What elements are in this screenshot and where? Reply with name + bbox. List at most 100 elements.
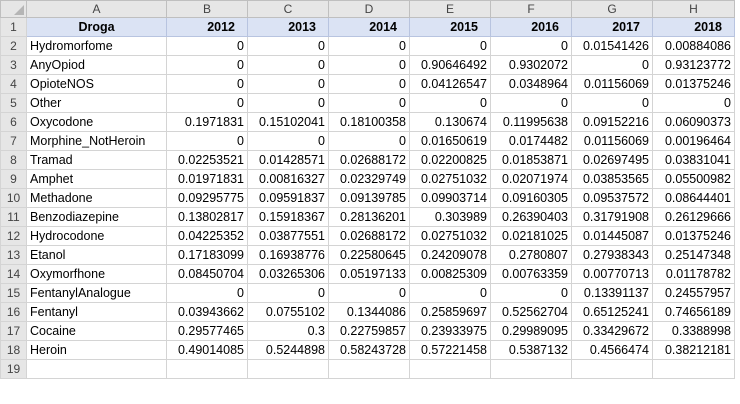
value-cell[interactable]: 0 <box>166 74 248 94</box>
value-cell[interactable]: 0 <box>247 131 329 151</box>
value-cell[interactable]: 0 <box>166 55 248 75</box>
header-cell-year[interactable]: 2013 <box>247 17 329 37</box>
value-cell[interactable]: 0.00884086 <box>652 36 735 56</box>
value-cell[interactable]: 0.00763359 <box>490 264 572 284</box>
value-cell[interactable]: 0.05197133 <box>328 264 410 284</box>
row-number[interactable]: 13 <box>0 245 27 265</box>
value-cell[interactable]: 0.15918367 <box>247 207 329 227</box>
value-cell[interactable]: 0 <box>328 36 410 56</box>
row-number[interactable]: 11 <box>0 207 27 227</box>
row-number[interactable]: 16 <box>0 302 27 322</box>
value-cell[interactable]: 0.01178782 <box>652 264 735 284</box>
value-cell[interactable]: 0.09903714 <box>409 188 491 208</box>
value-cell[interactable]: 0 <box>409 36 491 56</box>
value-cell[interactable]: 0.13391137 <box>571 283 653 303</box>
drug-name-cell[interactable]: Hydrocodone <box>26 226 167 246</box>
row-number[interactable]: 14 <box>0 264 27 284</box>
value-cell[interactable]: 0.01156069 <box>571 131 653 151</box>
value-cell[interactable]: 0.93123772 <box>652 55 735 75</box>
value-cell[interactable]: 0 <box>328 74 410 94</box>
header-cell-year[interactable]: 2018 <box>652 17 735 37</box>
value-cell[interactable]: 0.09160305 <box>490 188 572 208</box>
value-cell[interactable]: 0.22580645 <box>328 245 410 265</box>
value-cell[interactable]: 0.1344086 <box>328 302 410 322</box>
empty-cell[interactable] <box>166 359 248 379</box>
drug-name-cell[interactable]: Benzodiazepine <box>26 207 167 227</box>
value-cell[interactable]: 0 <box>166 93 248 113</box>
row-number[interactable]: 18 <box>0 340 27 360</box>
value-cell[interactable]: 0 <box>652 93 735 113</box>
value-cell[interactable]: 0 <box>571 55 653 75</box>
value-cell[interactable]: 0.31791908 <box>571 207 653 227</box>
value-cell[interactable]: 0.15102041 <box>247 112 329 132</box>
drug-name-cell[interactable]: Heroin <box>26 340 167 360</box>
row-number[interactable]: 12 <box>0 226 27 246</box>
value-cell[interactable]: 0 <box>166 36 248 56</box>
drug-name-cell[interactable]: Methadone <box>26 188 167 208</box>
value-cell[interactable]: 0.09139785 <box>328 188 410 208</box>
header-cell-year[interactable]: 2017 <box>571 17 653 37</box>
value-cell[interactable]: 0.08450704 <box>166 264 248 284</box>
select-all-corner[interactable] <box>0 0 27 18</box>
drug-name-cell[interactable]: Cocaine <box>26 321 167 341</box>
value-cell[interactable]: 0.01853871 <box>490 150 572 170</box>
value-cell[interactable]: 0.03877551 <box>247 226 329 246</box>
row-number[interactable]: 10 <box>0 188 27 208</box>
value-cell[interactable]: 0.02329749 <box>328 169 410 189</box>
empty-cell[interactable] <box>652 359 735 379</box>
header-cell-year[interactable]: 2014 <box>328 17 410 37</box>
value-cell[interactable]: 0.5244898 <box>247 340 329 360</box>
row-number[interactable]: 7 <box>0 131 27 151</box>
value-cell[interactable]: 0.01650619 <box>409 131 491 151</box>
value-cell[interactable]: 0.01156069 <box>571 74 653 94</box>
value-cell[interactable]: 0 <box>166 131 248 151</box>
drug-name-cell[interactable]: Tramad <box>26 150 167 170</box>
value-cell[interactable]: 0.29989095 <box>490 321 572 341</box>
value-cell[interactable]: 0.03943662 <box>166 302 248 322</box>
value-cell[interactable]: 0.02688172 <box>328 226 410 246</box>
value-cell[interactable]: 0.01375246 <box>652 74 735 94</box>
value-cell[interactable]: 0.26129666 <box>652 207 735 227</box>
value-cell[interactable]: 0.17183099 <box>166 245 248 265</box>
value-cell[interactable]: 0.00196464 <box>652 131 735 151</box>
value-cell[interactable]: 0.04126547 <box>409 74 491 94</box>
empty-cell[interactable] <box>571 359 653 379</box>
value-cell[interactable]: 0.22759857 <box>328 321 410 341</box>
value-cell[interactable]: 0.00825309 <box>409 264 491 284</box>
value-cell[interactable]: 0.26390403 <box>490 207 572 227</box>
value-cell[interactable]: 0 <box>490 93 572 113</box>
value-cell[interactable]: 0.09537572 <box>571 188 653 208</box>
value-cell[interactable]: 0.38212181 <box>652 340 735 360</box>
value-cell[interactable]: 0.08644401 <box>652 188 735 208</box>
value-cell[interactable]: 0.06090373 <box>652 112 735 132</box>
value-cell[interactable]: 0.130674 <box>409 112 491 132</box>
value-cell[interactable]: 0.02751032 <box>409 169 491 189</box>
empty-cell[interactable] <box>247 359 329 379</box>
value-cell[interactable]: 0.57221458 <box>409 340 491 360</box>
value-cell[interactable]: 0.90646492 <box>409 55 491 75</box>
header-cell-droga[interactable]: Droga <box>26 17 167 37</box>
column-header-c[interactable]: C <box>247 0 329 18</box>
value-cell[interactable]: 0 <box>247 283 329 303</box>
drug-name-cell[interactable]: Etanol <box>26 245 167 265</box>
column-header-a[interactable]: A <box>26 0 167 18</box>
header-cell-year[interactable]: 2016 <box>490 17 572 37</box>
drug-name-cell[interactable]: Hydromorfome <box>26 36 167 56</box>
value-cell[interactable]: 0.02200825 <box>409 150 491 170</box>
value-cell[interactable]: 0.5387132 <box>490 340 572 360</box>
value-cell[interactable]: 0.02253521 <box>166 150 248 170</box>
header-cell-year[interactable]: 2015 <box>409 17 491 37</box>
value-cell[interactable]: 0.01971831 <box>166 169 248 189</box>
value-cell[interactable]: 0.28136201 <box>328 207 410 227</box>
row-number[interactable]: 3 <box>0 55 27 75</box>
row-number[interactable]: 1 <box>0 17 27 37</box>
value-cell[interactable]: 0.03853565 <box>571 169 653 189</box>
empty-cell[interactable] <box>26 359 167 379</box>
value-cell[interactable]: 0 <box>166 283 248 303</box>
drug-name-cell[interactable]: FentanylAnalogue <box>26 283 167 303</box>
empty-cell[interactable] <box>490 359 572 379</box>
value-cell[interactable]: 0 <box>409 93 491 113</box>
row-number[interactable]: 2 <box>0 36 27 56</box>
value-cell[interactable]: 0.04225352 <box>166 226 248 246</box>
value-cell[interactable]: 0.02688172 <box>328 150 410 170</box>
